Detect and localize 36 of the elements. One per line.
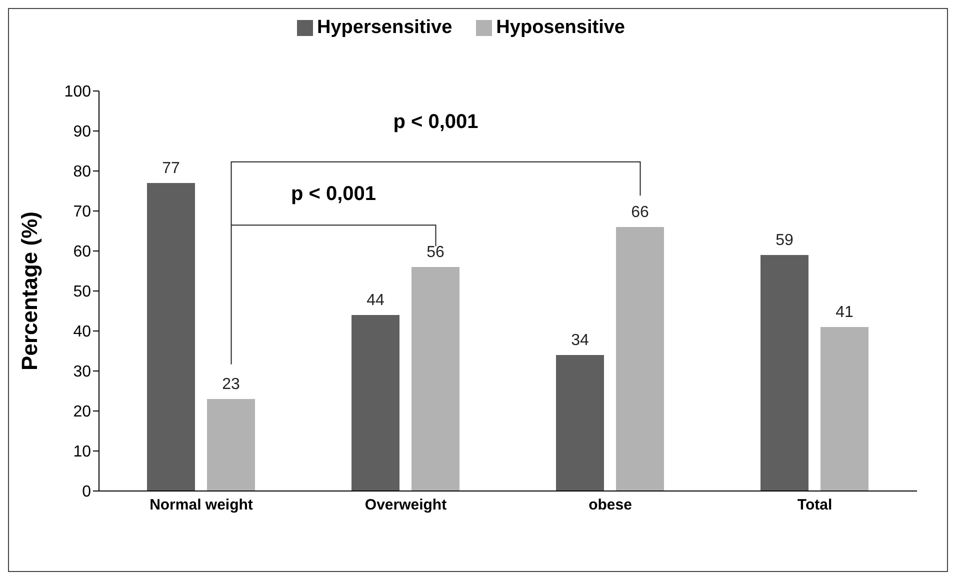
bar [207,399,255,491]
y-tick-label: 80 [73,164,92,181]
data-label: 77 [162,160,180,177]
x-tick-label: Total [797,496,832,514]
data-label: 34 [571,332,589,349]
y-tick-label: 70 [73,204,92,221]
data-label: 41 [836,304,854,321]
y-tick-label: 100 [64,84,92,101]
bar [412,267,460,491]
y-tick-label: 60 [73,244,92,261]
bar [352,315,400,491]
data-label: 56 [426,244,444,261]
y-tick-label: 50 [73,284,92,301]
x-tick-label: obese [588,496,632,514]
y-tick-label: 90 [73,124,92,141]
legend-label: Hyposensitive [496,17,625,38]
bar [556,355,604,491]
y-tick-label: 30 [73,364,92,381]
y-tick-label: 10 [73,444,92,461]
annotation: p < 0,001 [393,111,478,134]
data-label: 44 [366,292,384,309]
bar [760,255,808,491]
bar [616,227,664,491]
bar [820,327,868,491]
data-label: 66 [631,204,649,221]
y-tick-label: 0 [82,484,92,501]
y-axis-title: Percentage (%) [16,212,42,370]
y-tick-label: 20 [73,404,92,421]
data-label: 23 [222,376,240,393]
x-tick-label: Overweight [364,496,447,514]
y-tick-label: 40 [73,324,92,341]
x-tick-label: Normal weight [150,496,253,514]
annotation: p < 0,001 [290,182,376,205]
legend-label: Hypersensitive [316,17,452,38]
data-label: 59 [776,232,794,249]
bar [147,183,195,491]
